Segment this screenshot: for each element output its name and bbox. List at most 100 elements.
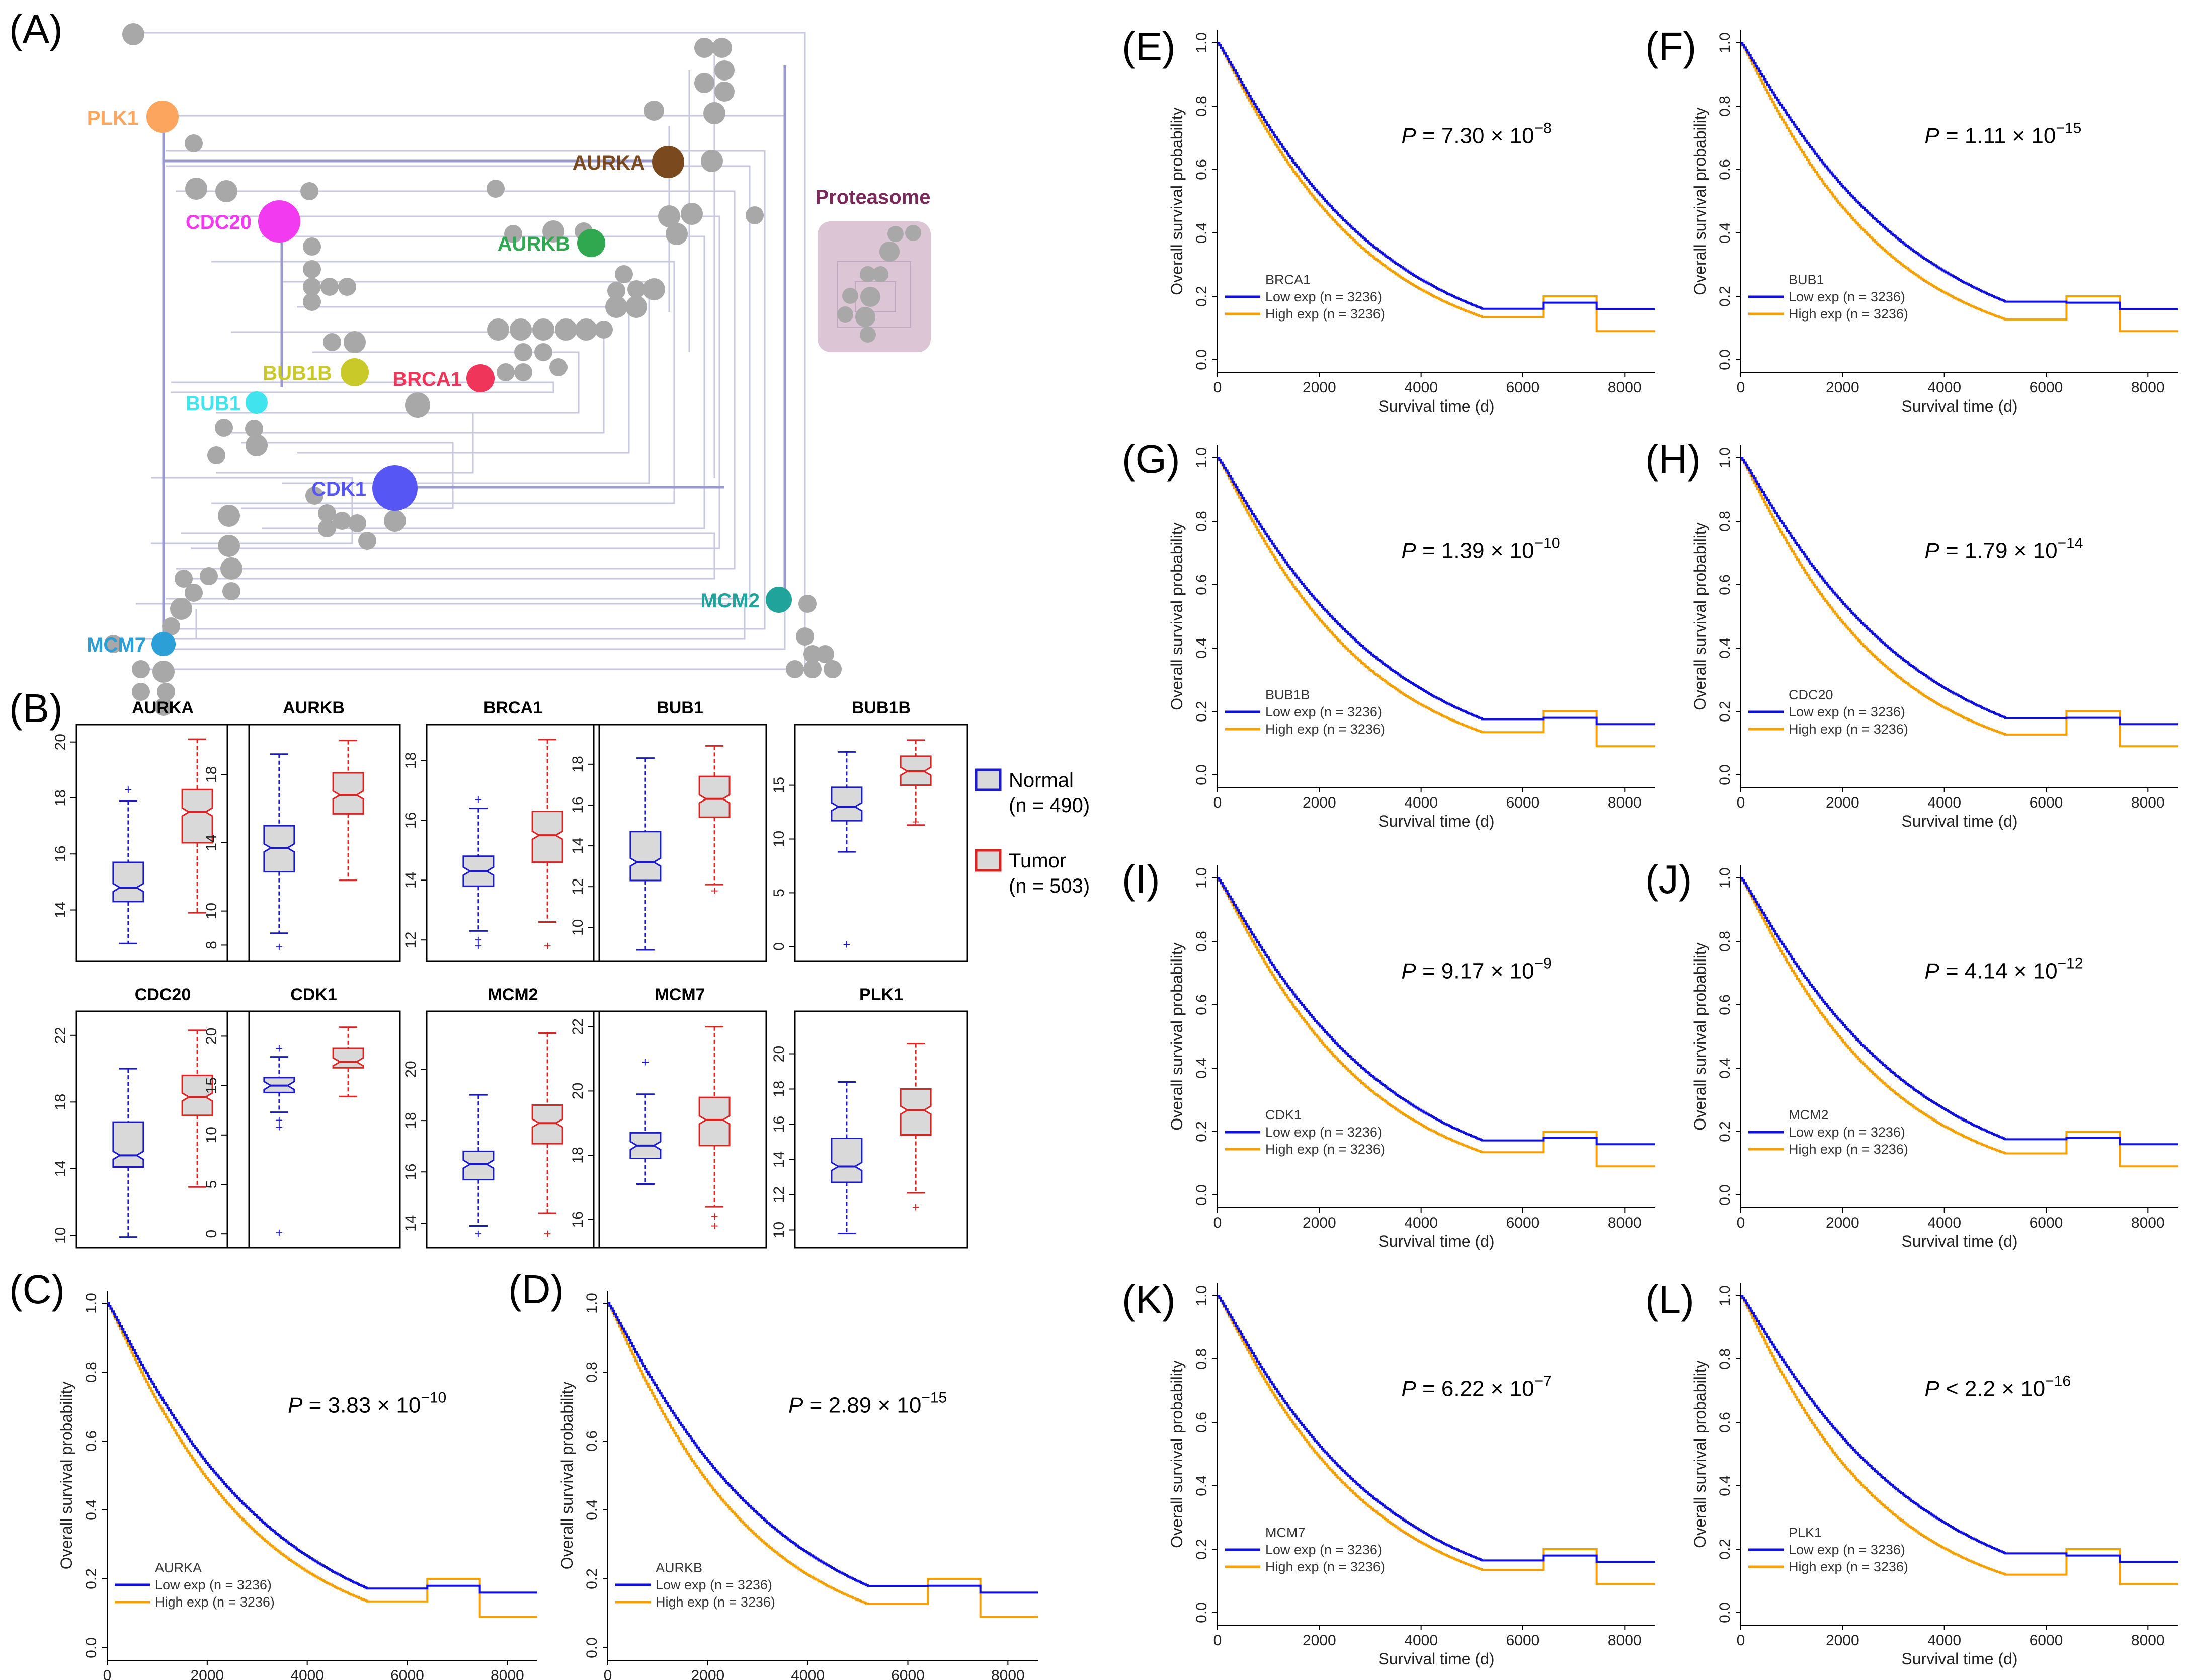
km-xtick-label: 4000	[1404, 379, 1438, 396]
legend-sublabel: (n = 503)	[1009, 875, 1090, 897]
boxplot-tick-label: 10	[203, 903, 220, 919]
box-tumor-body	[332, 772, 364, 815]
km-xtick-label: 6000	[1506, 1632, 1540, 1649]
km-p-exponent: −10	[421, 1390, 446, 1406]
km-xtick-label: 6000	[2030, 1632, 2063, 1649]
box-normal-outlier: +	[474, 1226, 482, 1241]
km-p-text: = 7.30 × 10	[1416, 123, 1534, 148]
box-normal-outlier: +	[275, 1112, 283, 1128]
km-ytick-label: 1.0	[1193, 867, 1210, 889]
km-xtick-label: 6000	[1506, 379, 1540, 396]
box-tumor-outlier: +	[544, 938, 551, 953]
km-p-value: P = 7.30 × 10−8	[1401, 120, 1551, 148]
km-curve-high	[1741, 42, 2178, 333]
km-x-axis-title: Survival time (d)	[1378, 812, 1494, 830]
network-highlight-edges	[162, 65, 786, 649]
km-xtick-label: 6000	[1506, 794, 1540, 811]
boxplot-tick-label: 16	[771, 1116, 787, 1133]
km-plot-f: 0.0 0.2 0.4 0.6 0.8 1.0 0 2000 4000 6000 8000 Survi…	[1691, 30, 2178, 415]
boxplot-frame	[226, 1010, 401, 1249]
panel-label-A: (A)	[9, 7, 63, 51]
km-xtick-label: 8000	[991, 1667, 1025, 1680]
network-gray-nodes	[104, 23, 842, 716]
boxplot-tick-label: 18	[52, 789, 69, 806]
km-legend-gene: CDK1	[1265, 1107, 1302, 1123]
km-ytick-label: 0.6	[1193, 159, 1210, 180]
km-ytick-label: 0.4	[1193, 637, 1210, 659]
km-legend-high: High exp (n = 3236)	[155, 1594, 275, 1610]
boxplot-tick-label: 16	[570, 796, 586, 813]
km-xtick-label: 4000	[1927, 1215, 1961, 1231]
boxplot-plk1: PLK1 10 12 14 16 18 20 +	[771, 985, 968, 1249]
km-xtick-label: 4000	[1404, 1215, 1438, 1231]
boxplot-legend-normal: Normal (n = 490)	[975, 768, 1090, 817]
boxplot-panel: AURKA 14 16 18 20 + AURKB 8 10 14 18 + BRCA1 12 14 16 18…	[52, 698, 1090, 1249]
km-xtick-label: 0	[1737, 379, 1745, 396]
km-p-value: P = 9.17 × 10−9	[1401, 955, 1551, 983]
panel-label-L: (L)	[1645, 1277, 1694, 1322]
km-p-text: = 1.79 × 10	[1939, 538, 2058, 563]
km-xtick-label: 0	[103, 1667, 112, 1680]
km-ytick-label: 1.0	[1193, 32, 1210, 53]
boxplot-title: MCM2	[488, 985, 538, 1004]
boxplot-frame	[794, 724, 968, 962]
km-xtick-label: 0	[604, 1667, 612, 1680]
box-tumor-outlier: +	[711, 883, 718, 898]
km-xtick-label: 8000	[1608, 379, 1642, 396]
km-legend-high: High exp (n = 3236)	[1789, 722, 1908, 737]
boxplot-tick-label: 16	[402, 1164, 419, 1180]
km-ytick-label: 0.6	[1717, 159, 1733, 180]
km-ytick-label: 0.0	[1193, 349, 1210, 370]
km-xtick-label: 2000	[1826, 1215, 1859, 1231]
km-ytick-label: 0.2	[1193, 286, 1210, 307]
gene-node-aurkb	[577, 229, 605, 257]
km-xtick-label: 8000	[491, 1667, 524, 1680]
km-ytick-label: 1.0	[1717, 447, 1733, 468]
km-p-text: = 2.89 × 10	[803, 1393, 921, 1418]
km-xtick-label: 0	[1737, 794, 1745, 811]
box-normal-body	[831, 1138, 863, 1183]
boxplot-tick-label: 10	[52, 1227, 69, 1244]
km-ytick-label: 0.2	[1717, 1539, 1733, 1560]
km-legend-gene: BUB1	[1789, 272, 1824, 287]
km-legend-low: Low exp (n = 3236)	[1265, 1542, 1382, 1557]
km-legend-high: High exp (n = 3236)	[1265, 306, 1385, 322]
km-ytick-label: 0.0	[83, 1637, 100, 1658]
km-legend-low: Low exp (n = 3236)	[155, 1577, 272, 1592]
km-ytick-label: 0.8	[1193, 931, 1210, 952]
km-p-symbol: P	[288, 1393, 303, 1418]
km-xtick-label: 2000	[1303, 1632, 1336, 1649]
boxplot-tick-label: 0	[203, 1230, 220, 1238]
km-xtick-label: 0	[1213, 1215, 1222, 1231]
km-ytick-label: 0.6	[83, 1430, 100, 1452]
proteasome-label: Proteasome	[816, 186, 931, 208]
legend-swatch	[975, 849, 1002, 872]
km-ytick-label: 0.4	[1193, 222, 1210, 244]
km-ytick-label: 0.0	[584, 1637, 600, 1658]
boxplot-title: BUB1	[657, 698, 703, 717]
boxplot-tick-label: 14	[203, 834, 220, 851]
km-legend-low: Low exp (n = 3236)	[1789, 1542, 1905, 1557]
km-p-symbol: P	[1924, 958, 1939, 983]
boxplot-title: AURKA	[132, 698, 194, 717]
km-xtick-label: 4000	[1927, 379, 1961, 396]
panel-label-B: (B)	[9, 686, 63, 731]
km-p-text: = 4.14 × 10	[1939, 958, 2058, 983]
boxplot-tick-label: 5	[771, 889, 787, 897]
box-tumor-body	[531, 811, 563, 863]
boxplot-tick-label: 18	[52, 1094, 69, 1110]
km-xtick-label: 2000	[1826, 1632, 1859, 1649]
boxplot-tick-label: 8	[203, 941, 220, 949]
km-p-symbol: P	[1924, 123, 1939, 148]
km-xtick-label: 4000	[1927, 1632, 1961, 1649]
box-normal-outlier: +	[124, 782, 132, 797]
box-normal-body	[831, 786, 863, 822]
box-tumor-outlier: +	[544, 1226, 551, 1241]
km-ytick-label: 1.0	[584, 1293, 600, 1314]
boxplot-tick-label: 14	[52, 902, 69, 918]
box-tumor-body	[332, 1047, 364, 1069]
km-xtick-label: 2000	[1303, 794, 1336, 811]
